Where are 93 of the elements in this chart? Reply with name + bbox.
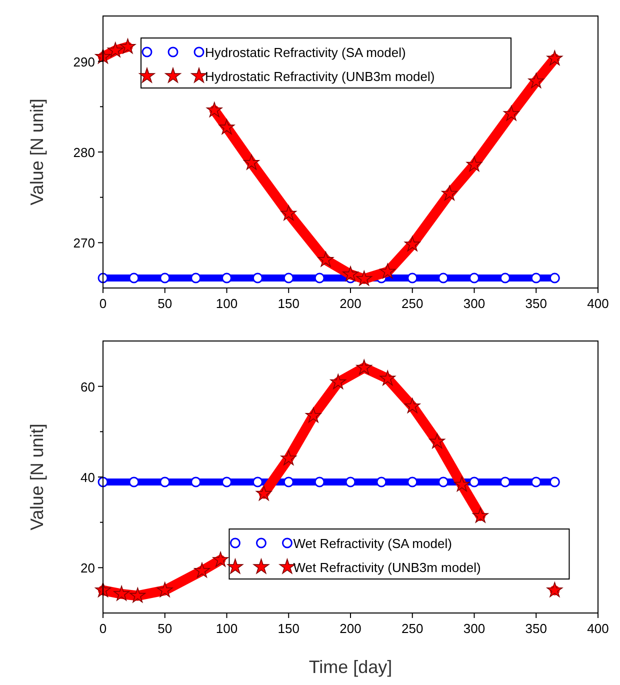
point xyxy=(222,476,232,488)
y-axis-title: Value [N unit] xyxy=(27,424,47,530)
point xyxy=(283,476,294,488)
point xyxy=(356,270,372,286)
point xyxy=(160,476,170,488)
point xyxy=(252,272,263,284)
point xyxy=(429,433,446,448)
y-tick-label: 290 xyxy=(73,54,95,70)
point xyxy=(256,485,272,501)
x-tick-label: 400 xyxy=(587,621,609,636)
point xyxy=(194,562,210,578)
point xyxy=(466,156,482,172)
point xyxy=(454,476,470,492)
legend-label: Hydrostatic Refractivity (SA model) xyxy=(205,45,406,60)
y-tick-label: 280 xyxy=(73,145,95,160)
point xyxy=(404,236,420,252)
y-tick-label: 60 xyxy=(80,379,95,394)
point xyxy=(472,508,488,523)
point xyxy=(528,72,544,88)
point xyxy=(95,48,111,64)
point xyxy=(380,370,396,386)
x-tick-label: 200 xyxy=(340,621,362,636)
point xyxy=(314,476,325,488)
x-tick-label: 300 xyxy=(463,621,486,636)
point xyxy=(438,476,449,488)
legend-label: Wet Refractivity (UNB3m model) xyxy=(293,560,481,575)
legend-label: Wet Refractivity (SA model) xyxy=(293,536,452,551)
point xyxy=(305,408,322,423)
x-tick-label: 0 xyxy=(99,296,107,311)
point xyxy=(156,582,173,598)
point xyxy=(206,102,222,118)
point xyxy=(546,582,563,598)
point xyxy=(114,586,130,601)
x-tick-label: 150 xyxy=(278,296,300,311)
point xyxy=(407,272,418,284)
point xyxy=(438,272,449,284)
point xyxy=(314,272,325,284)
point xyxy=(500,272,510,284)
x-tick-label: 100 xyxy=(216,621,238,636)
point xyxy=(549,272,560,284)
point xyxy=(98,476,108,488)
point xyxy=(376,476,387,488)
point xyxy=(252,476,263,488)
x-tick-label: 0 xyxy=(99,621,107,636)
x-tick-label: 100 xyxy=(216,296,238,311)
point xyxy=(280,205,297,220)
point xyxy=(244,154,260,170)
point xyxy=(407,476,418,488)
legend-label: Hydrostatic Refractivity (UNB3m model) xyxy=(205,69,435,84)
x-tick-label: 400 xyxy=(587,296,609,311)
x-tick-label: 250 xyxy=(402,621,424,636)
x-tick-label: 150 xyxy=(278,621,300,636)
point xyxy=(107,42,124,58)
point xyxy=(530,476,542,488)
point xyxy=(404,398,420,414)
y-tick-label: 40 xyxy=(80,470,95,485)
point xyxy=(318,252,334,267)
point xyxy=(222,272,232,284)
point xyxy=(120,38,136,54)
point xyxy=(549,476,560,488)
x-tick-label: 50 xyxy=(158,296,172,311)
point xyxy=(283,272,294,284)
point xyxy=(218,119,235,134)
point xyxy=(345,476,356,488)
point xyxy=(280,450,297,466)
x-tick-label: 350 xyxy=(525,296,547,311)
y-tick-label: 270 xyxy=(73,236,95,251)
point xyxy=(469,272,480,284)
y-tick-label: 20 xyxy=(80,560,95,576)
point xyxy=(128,476,140,488)
point xyxy=(530,272,542,284)
y-axis-title: Value [N unit] xyxy=(27,98,47,206)
point xyxy=(546,50,563,66)
point xyxy=(503,106,520,121)
x-tick-label: 250 xyxy=(402,296,424,311)
point xyxy=(442,185,458,200)
point xyxy=(160,272,170,284)
x-tick-label: 300 xyxy=(463,296,486,311)
point xyxy=(128,272,140,284)
x-tick-label: 200 xyxy=(340,296,362,311)
x-tick-label: 350 xyxy=(525,621,547,636)
point xyxy=(342,266,358,282)
point xyxy=(500,476,510,488)
point xyxy=(190,476,202,488)
point xyxy=(190,272,202,284)
point xyxy=(356,359,372,375)
point xyxy=(469,476,480,488)
point xyxy=(130,587,146,603)
point xyxy=(330,374,346,390)
point xyxy=(380,263,396,278)
x-axis-title: Time [day] xyxy=(308,657,392,677)
point xyxy=(212,552,228,567)
x-tick-label: 50 xyxy=(158,621,172,636)
